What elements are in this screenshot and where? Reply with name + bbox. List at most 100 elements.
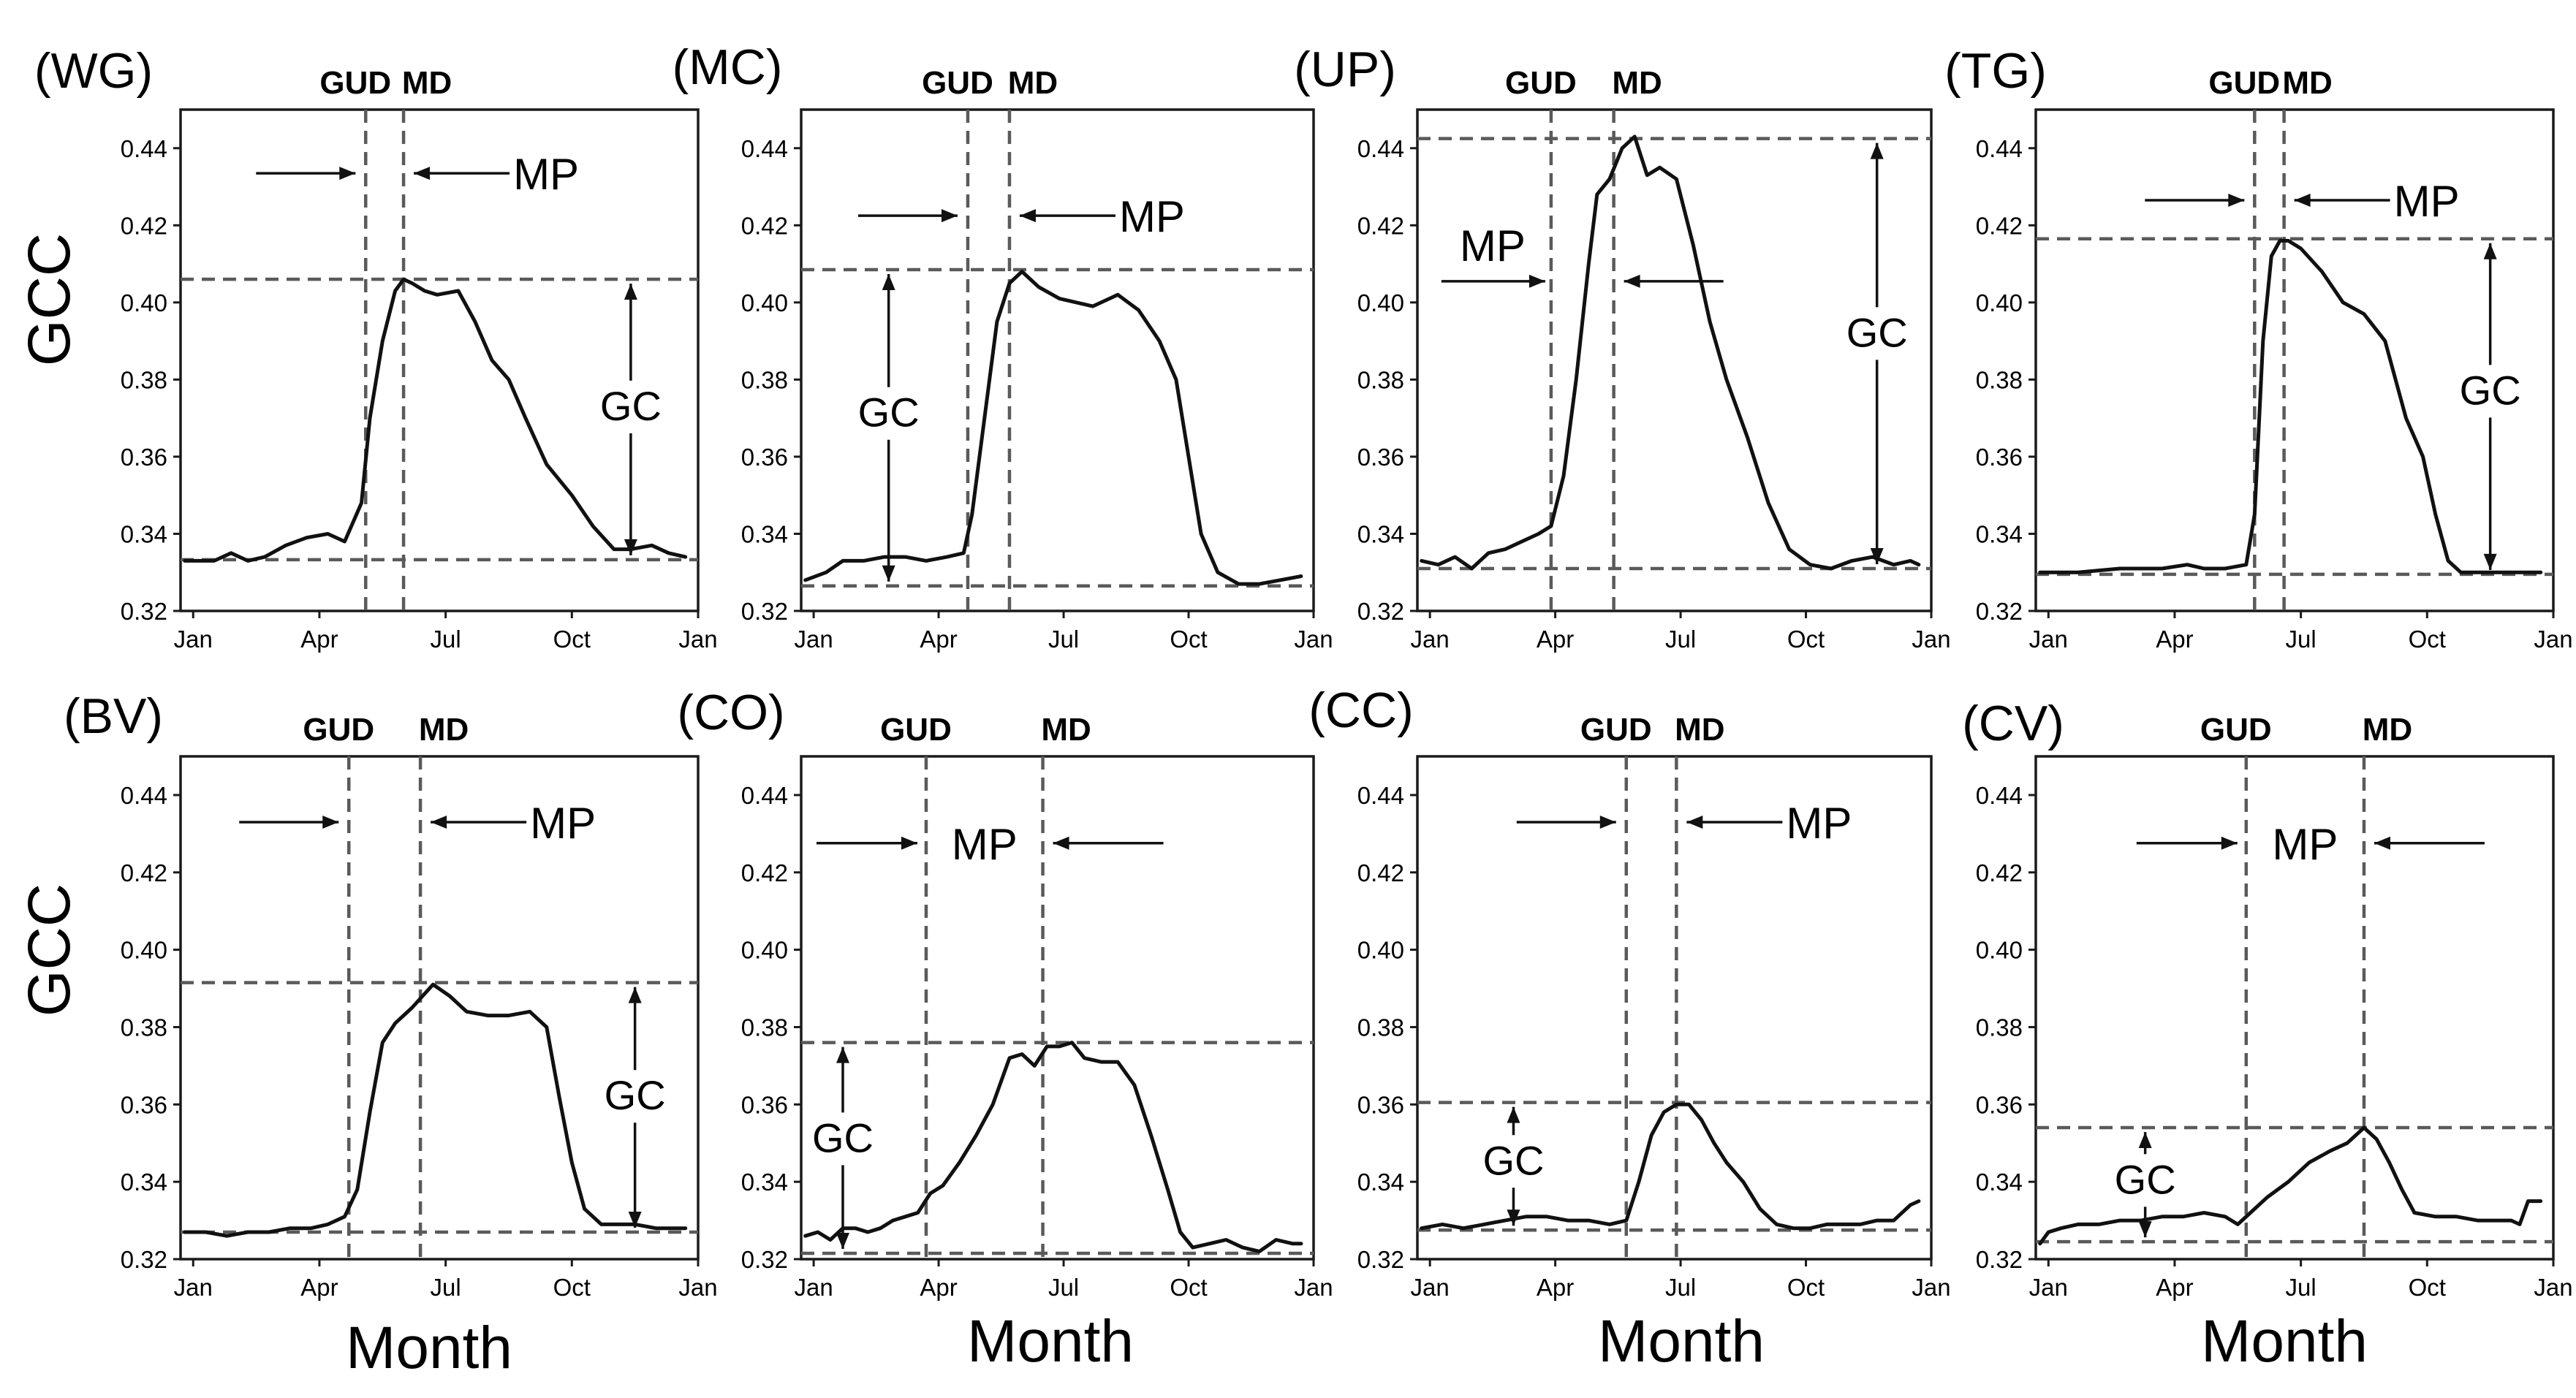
x-tick-label: Jan <box>2029 626 2068 653</box>
gc-label: GC <box>2115 1156 2176 1202</box>
gcc-curve <box>803 270 1303 586</box>
y-tick-label: 0.32 <box>1976 598 2023 625</box>
panel-label: (UP) <box>1294 42 1396 97</box>
mp-arrow-right-head <box>1686 816 1703 829</box>
y-tick-label: 0.36 <box>1976 444 2023 471</box>
x-tick-label: Oct <box>1787 1274 1825 1301</box>
y-tick-label: 0.32 <box>741 1246 788 1273</box>
mp-arrow-right-head <box>431 816 447 829</box>
gc-label: GC <box>2460 367 2521 413</box>
plot-frame <box>800 108 1315 612</box>
panel-label: (CC) <box>1308 683 1414 738</box>
panel-label: (CV) <box>1962 696 2064 751</box>
y-tick-label: 0.36 <box>121 1091 167 1118</box>
x-tick-label: Jan <box>1294 626 1333 653</box>
y-tick-label: 0.34 <box>121 520 167 547</box>
mp-arrow-right-head <box>2294 194 2311 208</box>
panel-wg: 0.32 0.34 0.36 0.38 0.40 0.42 0.44 Jan Apr Jul Oct… <box>34 43 718 653</box>
x-axis-title-cv: Month <box>2201 1308 2368 1375</box>
y-tick-label: 0.36 <box>741 444 788 471</box>
y-tick-label: 0.32 <box>121 598 167 625</box>
gc-arrow-down-head <box>1507 1209 1520 1226</box>
x-tick-label: Jan <box>1912 1274 1950 1301</box>
y-tick-label: 0.32 <box>121 1246 167 1273</box>
x-tick-label: Jan <box>2534 626 2572 653</box>
gud-label: GUD <box>303 712 374 748</box>
y-tick-label: 0.38 <box>1357 366 1404 393</box>
y-tick-label: 0.42 <box>121 212 167 239</box>
x-tick-label: Jan <box>1912 626 1950 653</box>
x-tick-label: Jan <box>174 626 213 653</box>
plot-frame <box>2034 755 2555 1261</box>
mp-label: MP <box>2272 820 2338 869</box>
y-tick-label: 0.34 <box>1976 520 2023 547</box>
y-tick-label: 0.44 <box>1976 135 2023 162</box>
y-tick-label: 0.40 <box>121 289 167 316</box>
panel-label: (TG) <box>1944 43 2047 99</box>
mp-arrow-right-head <box>1019 209 1036 223</box>
gc-label: GC <box>1482 1137 1544 1183</box>
y-tick-label: 0.40 <box>1976 937 2023 964</box>
mp-label: MP <box>530 799 596 848</box>
y-tick-label: 0.42 <box>741 212 788 239</box>
y-tick-label: 0.36 <box>1976 1091 2023 1118</box>
gcc-curve <box>183 982 688 1238</box>
x-tick-label: Apr <box>300 1274 338 1301</box>
panel-cv: 0.32 0.34 0.36 0.38 0.40 0.42 0.44 Jan Apr Jul Oct… <box>1962 696 2572 1301</box>
mp-arrow-left-head <box>1599 816 1616 829</box>
x-tick-label: Jan <box>1411 1274 1450 1301</box>
y-tick-label: 0.44 <box>741 135 788 162</box>
gc-arrow-up-head <box>628 987 642 1003</box>
y-axis-title-bottom: GCC <box>16 884 83 1017</box>
x-tick-label: Jan <box>678 626 717 653</box>
x-tick-label: Jan <box>174 1274 213 1301</box>
y-tick-label: 0.38 <box>121 366 167 393</box>
y-tick-label: 0.32 <box>1357 598 1404 625</box>
y-tick-label: 0.38 <box>1976 366 2023 393</box>
x-tick-label: Oct <box>2409 626 2446 653</box>
gc-label: GC <box>605 1072 666 1118</box>
mp-arrow-left-head <box>339 167 356 181</box>
gcc-curve <box>2038 238 2543 574</box>
panel-up: 0.32 0.34 0.36 0.38 0.40 0.42 0.44 Jan Apr Jul Oct… <box>1294 42 1950 653</box>
x-axis-title-co: Month <box>967 1308 1134 1375</box>
md-label: MD <box>402 65 452 101</box>
gc-label: GC <box>812 1114 874 1160</box>
gc-label: GC <box>600 383 662 429</box>
gc-arrow-up-head <box>1870 143 1884 159</box>
mp-arrow-right-head <box>1624 274 1640 288</box>
gc-arrow-down-head <box>836 1233 849 1250</box>
panel-label: (MC) <box>672 39 782 95</box>
y-tick-label: 0.32 <box>741 598 788 625</box>
x-tick-label: Jan <box>2029 1274 2068 1301</box>
y-tick-label: 0.38 <box>121 1014 167 1041</box>
y-tick-label: 0.44 <box>1357 782 1404 809</box>
x-tick-label: Jan <box>678 1274 717 1301</box>
mp-arrow-right-head <box>414 167 431 181</box>
gc-arrow-down-head <box>882 565 895 582</box>
md-label: MD <box>1675 712 1724 748</box>
gud-label: GUD <box>319 65 391 101</box>
gcc-curve <box>1420 1102 1921 1231</box>
y-axis-title-top: GCC <box>16 233 83 366</box>
x-tick-label: Jul <box>1665 1274 1696 1301</box>
x-tick-label: Jul <box>2286 626 2316 653</box>
y-tick-label: 0.38 <box>1976 1014 2023 1041</box>
y-tick-label: 0.38 <box>1357 1014 1404 1041</box>
gud-label: GUD <box>2200 712 2272 748</box>
plot-frame <box>179 108 700 612</box>
gud-label: GUD <box>2208 65 2280 101</box>
gc-arrow-up-head <box>2483 243 2497 259</box>
y-tick-label: 0.42 <box>1976 859 2023 886</box>
plot-frame <box>1416 755 1933 1261</box>
md-label: MD <box>1041 712 1091 748</box>
panel-mc: 0.32 0.34 0.36 0.38 0.40 0.42 0.44 Jan Apr Jul Oct… <box>672 39 1333 653</box>
y-tick-label: 0.40 <box>741 937 788 964</box>
gcc-curve <box>803 1041 1303 1253</box>
mp-arrow-left-head <box>1528 274 1545 288</box>
gc-arrow-down-head <box>2483 553 2497 570</box>
x-tick-label: Apr <box>1537 1274 1574 1301</box>
md-label: MD <box>2363 712 2412 748</box>
mp-arrow-left-head <box>2228 194 2245 208</box>
